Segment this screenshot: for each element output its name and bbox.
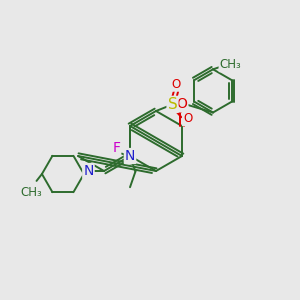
Text: CH₃: CH₃ (220, 58, 241, 71)
Text: S: S (168, 97, 177, 112)
Text: O: O (172, 78, 181, 91)
Text: N: N (83, 164, 94, 178)
Text: O: O (183, 112, 192, 125)
Text: F: F (112, 141, 120, 155)
Text: N: N (125, 149, 135, 163)
Text: CH₃: CH₃ (21, 185, 42, 199)
Text: O: O (176, 98, 188, 111)
